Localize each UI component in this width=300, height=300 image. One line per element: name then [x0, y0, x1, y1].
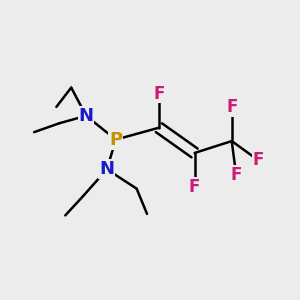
Text: F: F [253, 152, 264, 169]
Text: F: F [230, 166, 242, 184]
Text: F: F [189, 178, 200, 196]
Text: F: F [153, 85, 165, 103]
Text: F: F [226, 98, 237, 116]
Text: P: P [109, 130, 122, 148]
Text: N: N [79, 107, 94, 125]
Text: N: N [99, 160, 114, 178]
